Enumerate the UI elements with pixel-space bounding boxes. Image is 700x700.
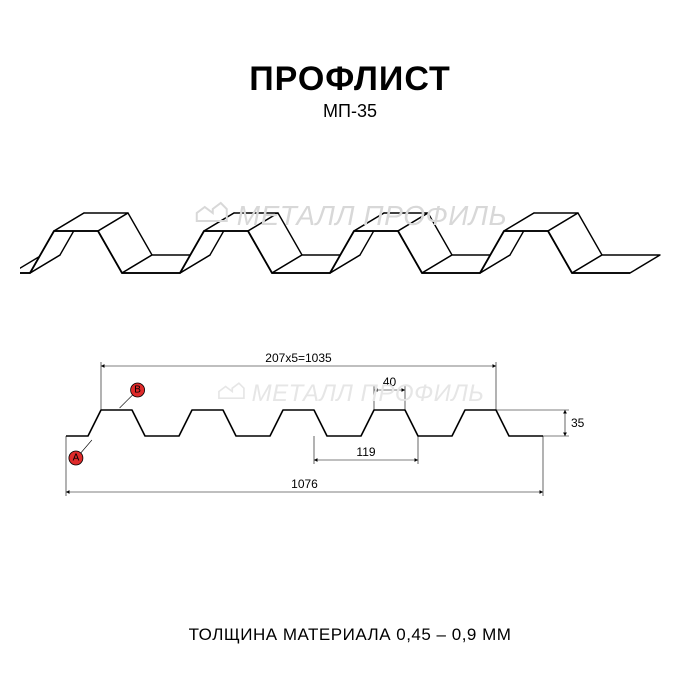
svg-text:40: 40 — [383, 375, 397, 389]
page-subtitle: МП-35 — [0, 101, 700, 122]
svg-text:B: B — [134, 385, 141, 396]
svg-text:35: 35 — [571, 416, 585, 430]
svg-text:119: 119 — [356, 445, 375, 459]
svg-text:1076: 1076 — [291, 477, 318, 491]
technical-cross-section-diagram: 207x5=1035 40 35 119 1076 B A — [60, 330, 650, 520]
material-thickness-label: ТОЛЩИНА МАТЕРИАЛА 0,45 – 0,9 ММ — [0, 625, 700, 645]
page-title: ПРОФЛИСТ — [0, 60, 700, 99]
svg-text:207x5=1035: 207x5=1035 — [265, 351, 332, 365]
svg-text:A: A — [73, 453, 80, 464]
isometric-profile-diagram — [20, 195, 680, 285]
